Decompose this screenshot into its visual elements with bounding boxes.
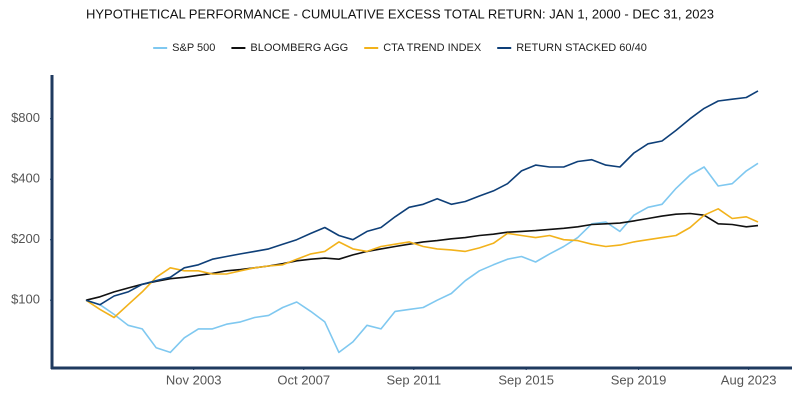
legend-item: BLOOMBERG AGG (231, 42, 348, 54)
legend-item: CTA TREND INDEX (364, 42, 482, 54)
x-tick-label: Nov 2003 (166, 372, 222, 387)
y-tick-label: $400 (11, 171, 40, 186)
legend-label: RETURN STACKED 60/40 (516, 42, 647, 54)
legend: S&P 500 BLOOMBERG AGG CTA TREND INDEX RETUR… (153, 42, 647, 54)
series-line (85, 162, 759, 354)
legend-label: CTA TREND INDEX (383, 42, 482, 54)
x-tick-label: Sep 2011 (386, 372, 441, 387)
chart-title: HYPOTHETICAL PERFORMANCE - CUMULATIVE EX… (86, 6, 714, 21)
x-tick-label: Sep 2015 (498, 372, 554, 387)
series-line (85, 212, 759, 301)
x-tick-label: Oct 2007 (277, 372, 330, 387)
legend-item: RETURN STACKED 60/40 (497, 42, 647, 54)
y-tick-label: $200 (11, 231, 40, 246)
y-tick-label: $800 (11, 110, 40, 125)
series-line (85, 208, 759, 319)
x-tick-label: Sep 2019 (611, 372, 667, 387)
legend-label: BLOOMBERG AGG (250, 42, 348, 54)
legend-item: S&P 500 (153, 42, 215, 54)
y-tick-label: $100 (11, 292, 40, 307)
x-tick-label: Aug 2023 (721, 372, 777, 387)
series-line (85, 90, 759, 306)
legend-label: S&P 500 (172, 42, 215, 54)
